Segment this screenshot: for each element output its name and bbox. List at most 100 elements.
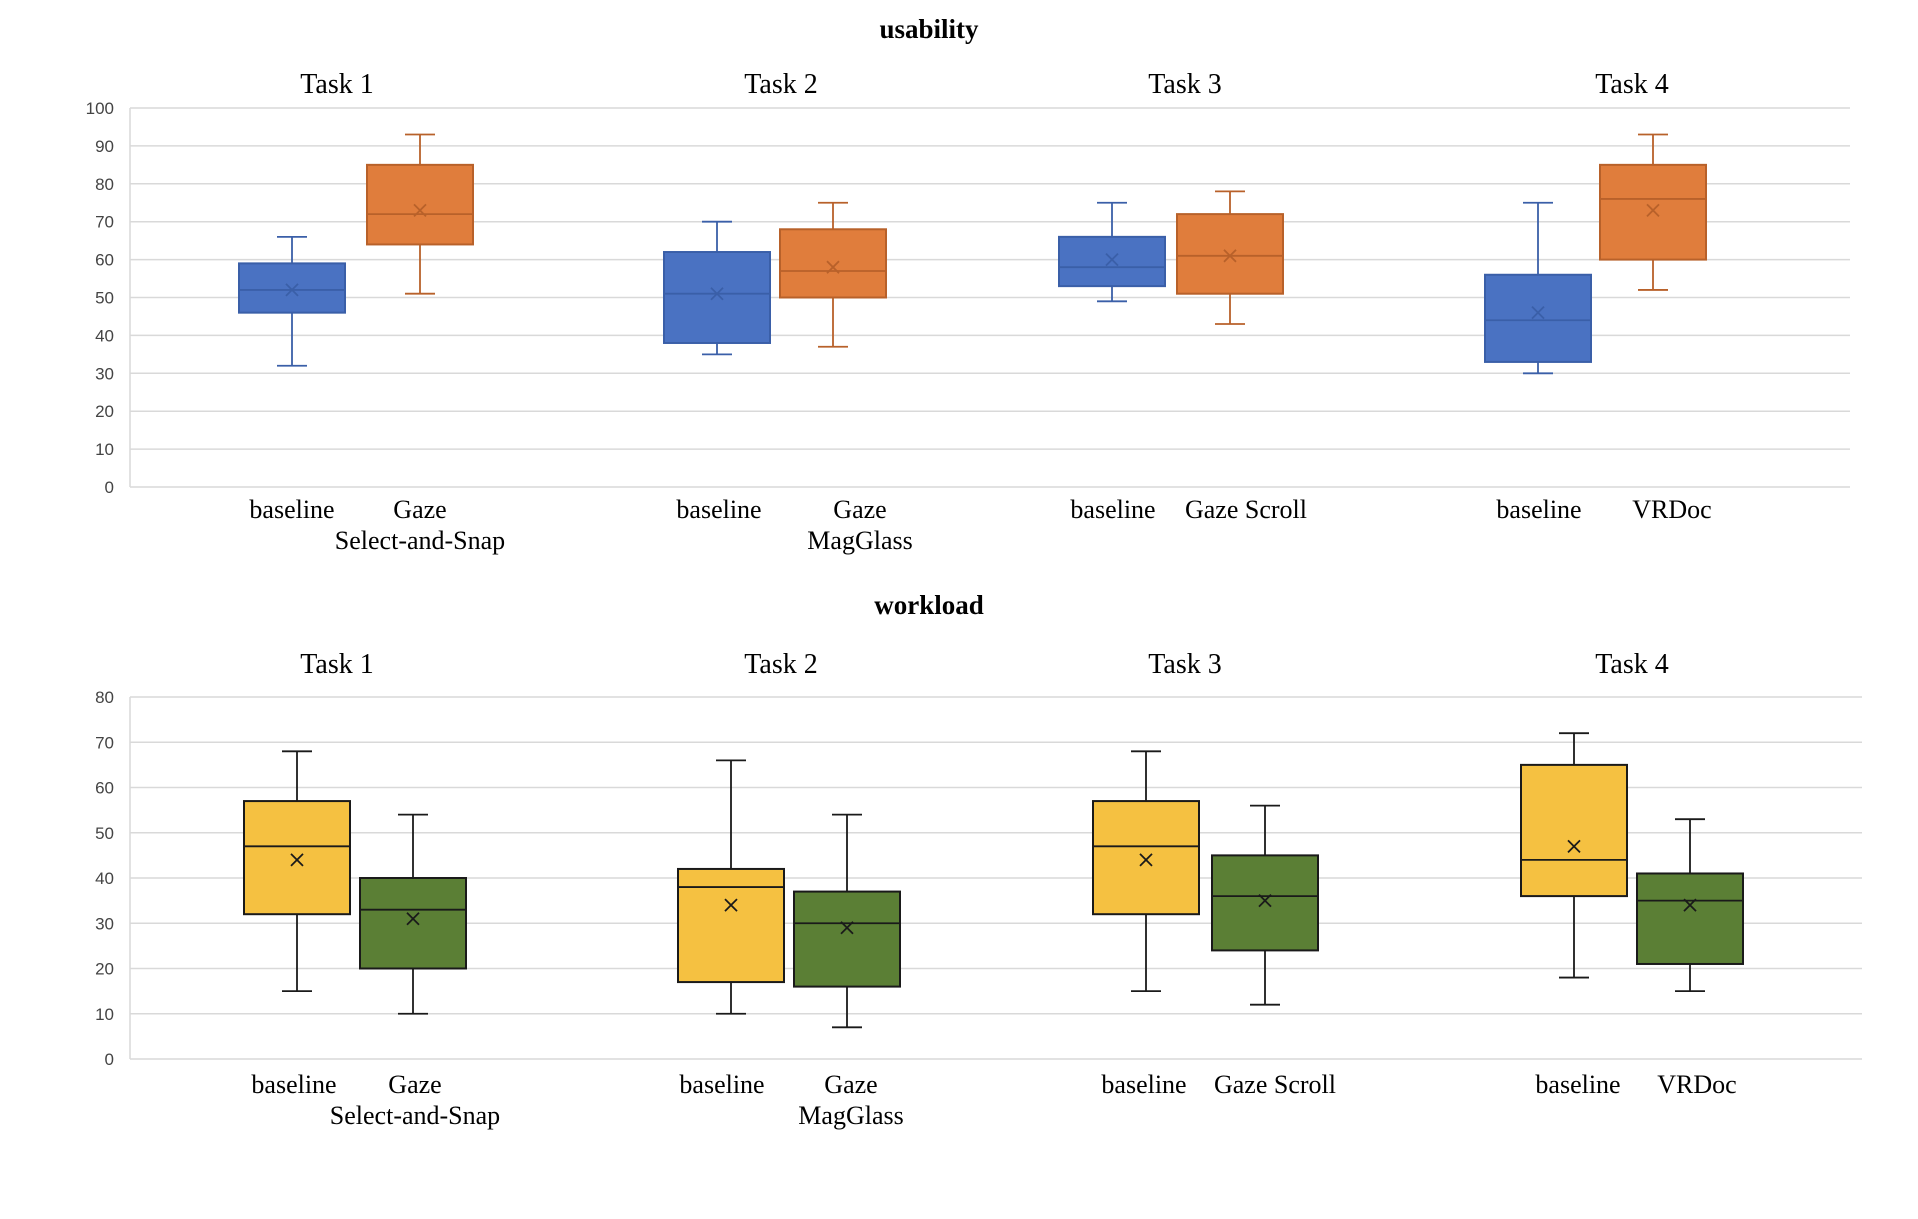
chart-title: usability xyxy=(879,14,979,44)
category-label: Gaze xyxy=(388,1070,441,1099)
mean-marker xyxy=(1223,249,1237,263)
y-tick-label: 90 xyxy=(95,137,114,156)
iqr-box xyxy=(1484,273,1592,363)
mean-marker xyxy=(1646,203,1660,217)
iqr-box xyxy=(238,262,346,314)
iqr-box xyxy=(793,890,901,988)
mean-marker xyxy=(840,921,854,935)
category-label: baseline xyxy=(1070,495,1155,524)
box-0 xyxy=(1092,750,1200,993)
y-tick-label: 10 xyxy=(95,440,114,459)
iqr-box xyxy=(1520,763,1628,898)
category-label: Gaze xyxy=(833,495,886,524)
y-tick-label: 100 xyxy=(86,99,114,118)
category-label: baseline xyxy=(679,1070,764,1099)
y-tick-label: 80 xyxy=(95,688,114,707)
box-1 xyxy=(779,201,887,348)
y-tick-label: 0 xyxy=(105,1050,114,1069)
box-0 xyxy=(1058,201,1166,303)
iqr-box xyxy=(677,867,785,984)
category-label: Gaze Scroll xyxy=(1214,1070,1336,1099)
category-label: MagGlass xyxy=(807,526,912,555)
mean-marker xyxy=(406,912,420,926)
box-0 xyxy=(663,220,771,356)
mean-marker xyxy=(1531,306,1545,320)
iqr-box xyxy=(1211,854,1319,952)
y-tick-label: 10 xyxy=(95,1005,114,1024)
box-1 xyxy=(1636,818,1744,993)
task-title: Task 3 xyxy=(1148,649,1221,680)
task-title: Task 1 xyxy=(300,649,373,680)
box-0 xyxy=(238,235,346,367)
iqr-box xyxy=(366,163,474,246)
task-title: Task 1 xyxy=(300,69,373,100)
task-title: Task 4 xyxy=(1595,69,1668,100)
category-label: baseline xyxy=(251,1070,336,1099)
category-label: baseline xyxy=(249,495,334,524)
category-label: baseline xyxy=(1535,1070,1620,1099)
y-tick-label: 20 xyxy=(95,402,114,421)
box-0 xyxy=(677,759,785,1015)
mean-marker xyxy=(285,283,299,297)
y-tick-label: 50 xyxy=(95,289,114,308)
iqr-box xyxy=(779,228,887,299)
chart-workload: workload 0 10 20 30 40 50 60 70 80 Task 1 baseline G… xyxy=(95,590,1862,1130)
iqr-box xyxy=(1058,235,1166,288)
y-tick-label: 60 xyxy=(95,779,114,798)
mean-marker xyxy=(710,287,724,301)
mean-marker xyxy=(1567,839,1581,853)
mean-marker xyxy=(1683,898,1697,912)
task-title: Task 2 xyxy=(744,649,817,680)
y-tick-label: 40 xyxy=(95,869,114,888)
mean-marker xyxy=(1105,252,1119,267)
task-title: Task 2 xyxy=(744,69,817,100)
box-1 xyxy=(1211,804,1319,1006)
mean-marker xyxy=(1139,853,1153,867)
y-tick-label: 0 xyxy=(105,478,114,497)
iqr-box xyxy=(1636,872,1744,965)
iqr-box xyxy=(243,800,351,916)
category-label: baseline xyxy=(1101,1070,1186,1099)
category-label: MagGlass xyxy=(798,1101,903,1130)
category-label: Select-and-Snap xyxy=(335,526,505,555)
iqr-box xyxy=(1599,163,1707,261)
box-0 xyxy=(243,750,351,993)
y-tick-label: 70 xyxy=(95,213,114,232)
y-tick-label: 80 xyxy=(95,175,114,194)
box-0 xyxy=(1484,201,1592,375)
mean-marker xyxy=(413,203,427,217)
category-label: Gaze xyxy=(393,495,446,524)
mean-marker xyxy=(826,260,840,274)
mean-marker xyxy=(290,853,304,867)
box-1 xyxy=(793,813,901,1029)
category-label: baseline xyxy=(676,495,761,524)
category-label: Gaze xyxy=(824,1070,877,1099)
task-title: Task 4 xyxy=(1595,649,1668,680)
iqr-box xyxy=(359,877,467,970)
chart-usability: usability 0 10 20 30 40 50 60 70 80 90 100 Task 1 bas… xyxy=(86,14,1850,555)
box-1 xyxy=(366,133,474,295)
category-label: Select-and-Snap xyxy=(330,1101,500,1130)
y-tick-label: 20 xyxy=(95,960,114,979)
iqr-box xyxy=(1176,213,1284,295)
chart-title: workload xyxy=(874,590,984,620)
box-1 xyxy=(1176,190,1284,325)
y-tick-label: 30 xyxy=(95,364,114,383)
y-tick-label: 50 xyxy=(95,824,114,843)
y-tick-label: 60 xyxy=(95,251,114,270)
y-tick-label: 40 xyxy=(95,326,114,345)
box-1 xyxy=(1599,133,1707,291)
iqr-box xyxy=(1092,800,1200,916)
box-0 xyxy=(1520,732,1628,979)
category-label: Gaze Scroll xyxy=(1185,495,1307,524)
mean-marker xyxy=(1258,893,1272,908)
category-label: VRDoc xyxy=(1632,495,1711,524)
task-title: Task 3 xyxy=(1148,69,1221,100)
category-label: baseline xyxy=(1496,495,1581,524)
box-1 xyxy=(359,813,467,1015)
mean-marker xyxy=(724,898,738,912)
y-tick-label: 70 xyxy=(95,733,114,752)
iqr-box xyxy=(663,251,771,344)
category-label: VRDoc xyxy=(1657,1070,1736,1099)
